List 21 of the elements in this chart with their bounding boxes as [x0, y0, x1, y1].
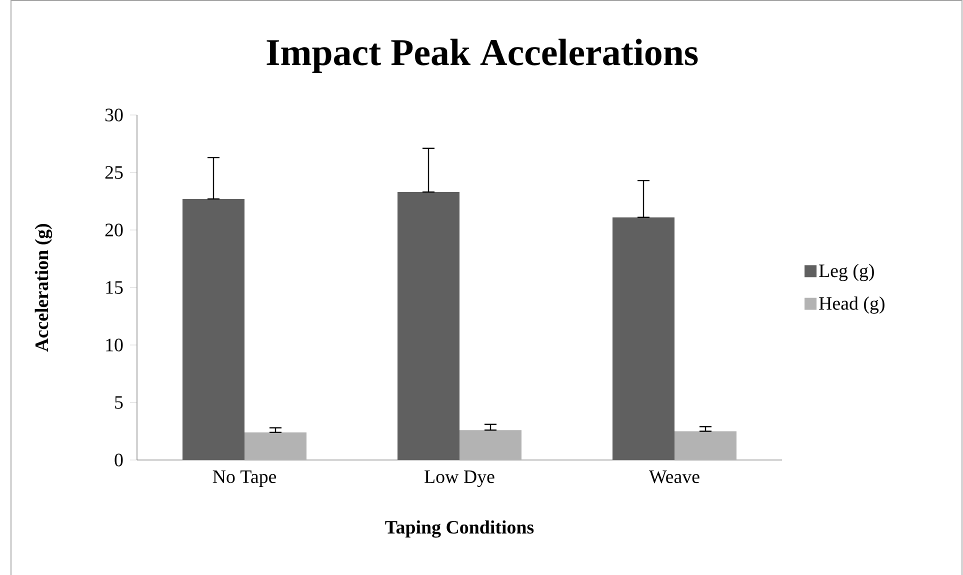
bar [460, 430, 522, 460]
y-tick-label: 0 [114, 454, 123, 466]
chart-title: Impact Peak Accelerations [266, 38, 698, 74]
x-tick-label: Weave [649, 470, 700, 484]
y-axis-title: Acceleration (g) [34, 224, 52, 352]
bar [612, 217, 675, 460]
y-tick-label: 10 [106, 338, 123, 352]
bar [674, 431, 737, 460]
y-tick-label: 20 [105, 224, 123, 236]
x-tick-label: No Tape [212, 470, 276, 487]
y-tick-label: 25 [105, 166, 123, 179]
y-tick-label: 30 [105, 108, 123, 122]
bar [182, 198, 244, 460]
bar [244, 432, 307, 460]
x-axis-title: Taping Conditions [385, 520, 534, 538]
y-tick-label: 5 [115, 396, 123, 409]
legend-label: Head (g) [819, 296, 884, 314]
bar [398, 192, 460, 460]
legend-label: Leg (g) [819, 264, 874, 282]
y-tick-label: 15 [106, 281, 123, 294]
x-tick-label: Low Dye [424, 470, 494, 487]
